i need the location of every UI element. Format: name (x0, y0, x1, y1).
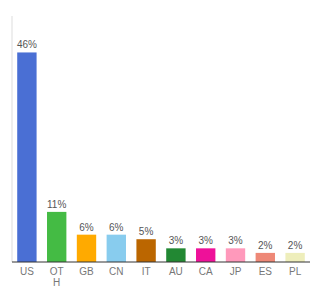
tick-label: IT (142, 266, 151, 277)
data-label: 2% (258, 240, 273, 251)
bar (47, 212, 66, 262)
tick-label: OTH (50, 266, 64, 288)
bar (77, 235, 96, 262)
bar (285, 253, 304, 262)
tick-label: US (20, 266, 34, 277)
bar (107, 235, 126, 262)
data-label: 2% (288, 240, 303, 251)
tick-label: PL (289, 266, 302, 277)
data-label: 6% (79, 222, 94, 233)
bar (196, 248, 215, 262)
data-label: 11% (47, 199, 66, 210)
chart: 46% 11% 6% 6% 5% 3% 3% 3% 2% 2% US OTH GB CN IT AU CA JP E… (0, 0, 320, 300)
data-label: 6% (109, 222, 124, 233)
data-label: 5% (139, 226, 154, 237)
bar (17, 52, 36, 262)
data-label: 3% (228, 235, 243, 246)
tick-label: AU (169, 266, 183, 277)
data-label: 3% (169, 235, 184, 246)
bar (256, 253, 275, 262)
bar (166, 248, 185, 262)
y-axis-line (12, 16, 13, 262)
data-label: 46% (17, 39, 37, 50)
x-axis-line (12, 262, 310, 263)
bars (17, 52, 305, 262)
tick-label: JP (230, 266, 242, 277)
tick-label: CA (199, 266, 213, 277)
bar (136, 239, 155, 262)
tick-label: GB (79, 266, 94, 277)
tick-label: CN (109, 266, 123, 277)
bar (226, 248, 245, 262)
data-label: 3% (198, 235, 213, 246)
tick-label: ES (259, 266, 273, 277)
